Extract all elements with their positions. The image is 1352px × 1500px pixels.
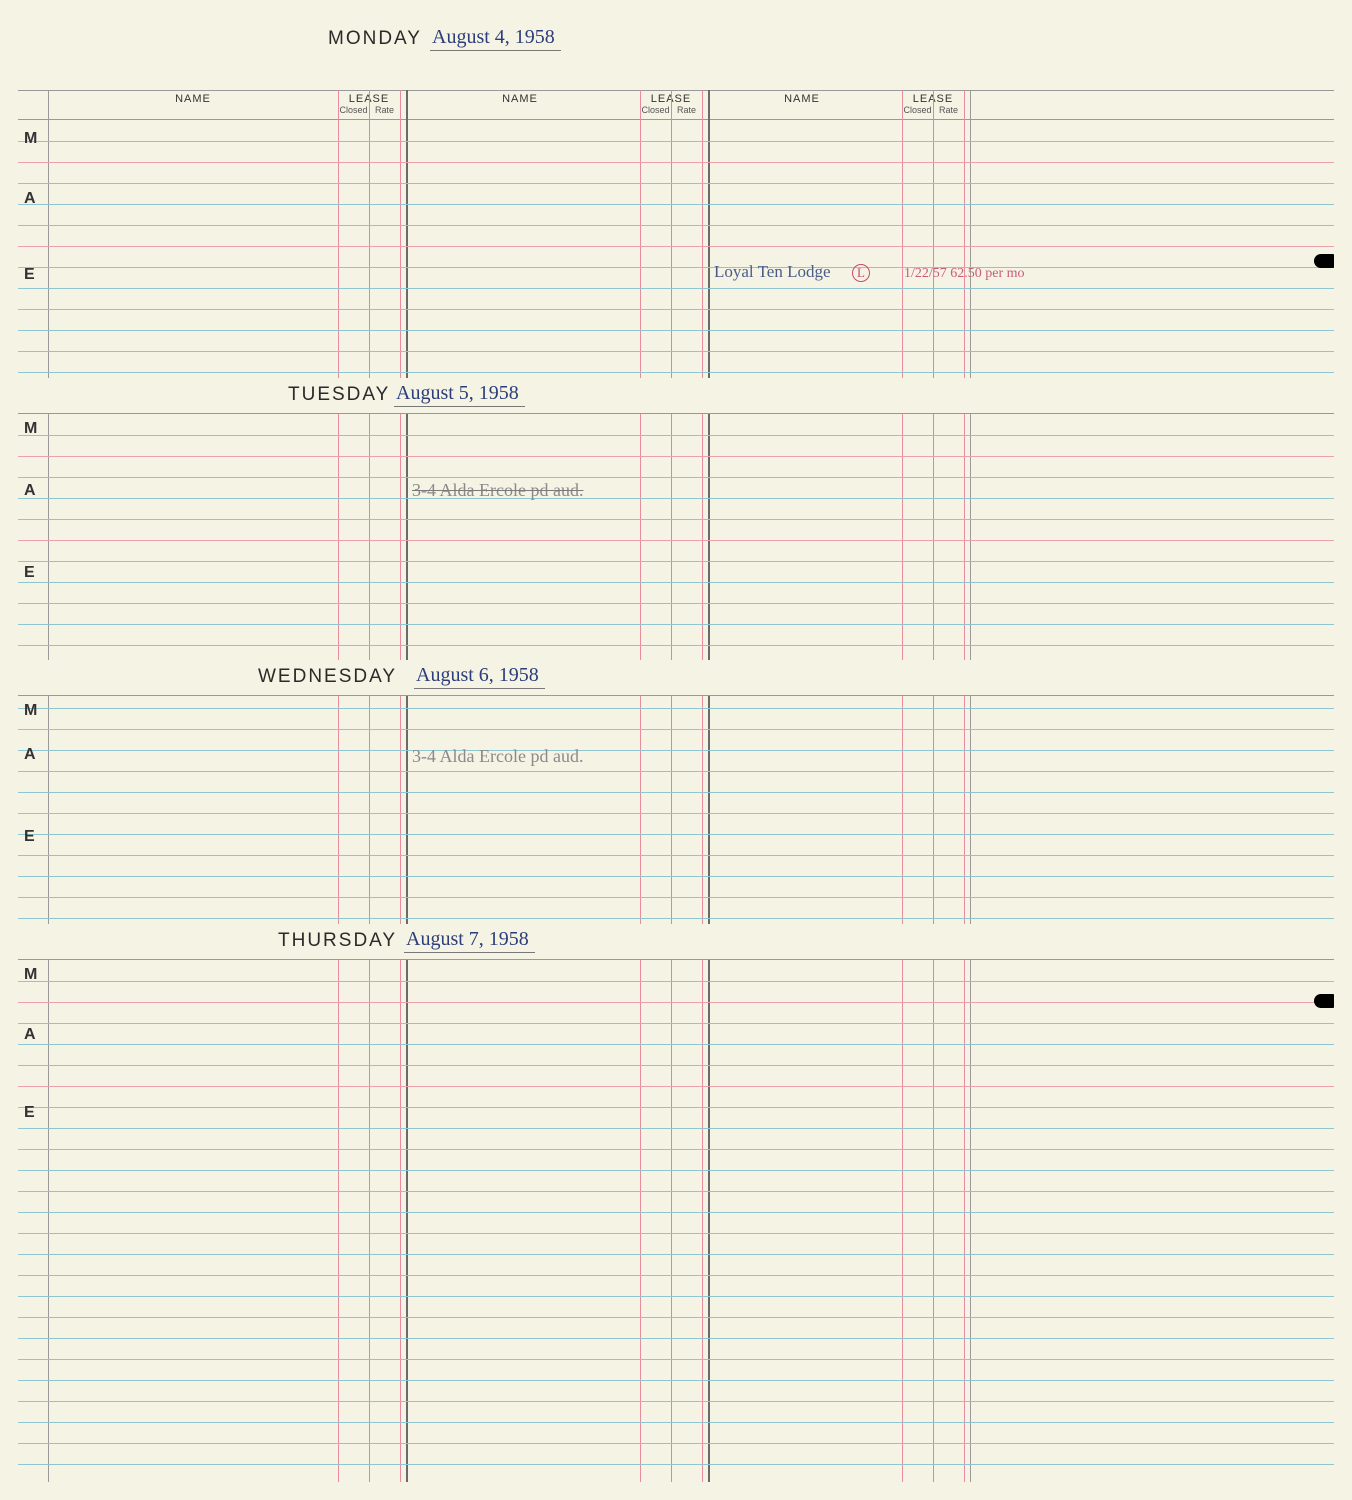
tuesday-slot-e: E — [24, 564, 35, 582]
monday-slot-e: E — [24, 266, 35, 284]
tuesday-slot-m: M — [24, 420, 37, 438]
monday-date: August 4, 1958 — [430, 26, 561, 51]
monday-slot-m: M — [24, 130, 37, 148]
col-closed-chapter: Closed — [902, 105, 933, 115]
thursday-label: THURSDAY — [278, 930, 397, 952]
col-closed-recital: Closed — [640, 105, 671, 115]
vline-chapter-extra — [970, 90, 971, 1482]
col-name-main: NAME — [48, 93, 338, 105]
wednesday-slot-a: A — [24, 746, 36, 764]
monday-header-strip: MONDAY August 4, 1958 — [18, 20, 1334, 90]
monday-chapter-e-lease: 1/22/57 62.50 per mo — [904, 266, 1025, 282]
wednesday-date: August 6, 1958 — [414, 664, 545, 689]
col-rate-main: Rate — [369, 105, 400, 115]
wednesday-recital-a-entry: 3-4 Alda Ercole pd aud. — [412, 746, 583, 767]
thursday-date: August 7, 1958 — [404, 928, 535, 953]
monday-label: MONDAY — [328, 28, 422, 50]
wednesday-label: WEDNESDAY — [258, 666, 397, 688]
tuesday-label: TUESDAY — [288, 384, 390, 406]
monday-slot-a: A — [24, 190, 36, 208]
col-closed-main: Closed — [338, 105, 369, 115]
vline-recital-lease-l — [640, 90, 641, 1482]
vline-sep-recital-chapter — [708, 90, 710, 1482]
thursday-slot-a: A — [24, 1026, 36, 1044]
col-rate-chapter: Rate — [933, 105, 964, 115]
vline-recital-lease-m — [671, 90, 672, 1482]
vline-chapter-lease-l — [902, 90, 903, 1482]
thursday-header-strip: THURSDAY August 7, 1958 — [18, 924, 1334, 960]
binder-hole-bottom — [1314, 994, 1334, 1008]
col-name-chapter: NAME — [702, 93, 902, 105]
vline-sep-main-recital — [406, 90, 408, 1482]
col-rate-recital: Rate — [671, 105, 702, 115]
column-header-row: NAME LEASE Closed Rate NAME LEASE Closed… — [18, 90, 1334, 120]
binder-hole-top — [1314, 254, 1334, 268]
monday-chapter-circled-l: L — [852, 264, 870, 282]
vline-main-lease-l — [338, 90, 339, 1482]
ledger-sheet: CHA-BL-V.03-092 MAIN HALL RECITAL HALL C… — [18, 20, 1334, 1482]
vline-main-lease-r — [400, 90, 401, 1482]
col-name-recital: NAME — [400, 93, 640, 105]
tuesday-slot-a: A — [24, 482, 36, 500]
page-container: CHA-BL-V.03-092 MAIN HALL RECITAL HALL C… — [0, 0, 1352, 1500]
vline-slot-edge — [48, 90, 49, 1482]
monday-chapter-e-name: Loyal Ten Lodge — [714, 262, 831, 282]
thursday-slot-m: M — [24, 966, 37, 984]
vline-chapter-lease-r — [964, 90, 965, 1482]
thursday-slot-e: E — [24, 1104, 35, 1122]
wednesday-header-strip: WEDNESDAY August 6, 1958 — [18, 660, 1334, 696]
tuesday-header-strip: TUESDAY August 5, 1958 — [18, 378, 1334, 414]
vline-chapter-lease-m — [933, 90, 934, 1482]
vline-main-lease-m — [369, 90, 370, 1482]
vline-recital-lease-r — [702, 90, 703, 1482]
tuesday-recital-a-entry: 3-4 Alda Ercole pd aud. — [412, 480, 583, 501]
tuesday-date: August 5, 1958 — [394, 382, 525, 407]
wednesday-slot-e: E — [24, 828, 35, 846]
wednesday-slot-m: M — [24, 702, 37, 720]
